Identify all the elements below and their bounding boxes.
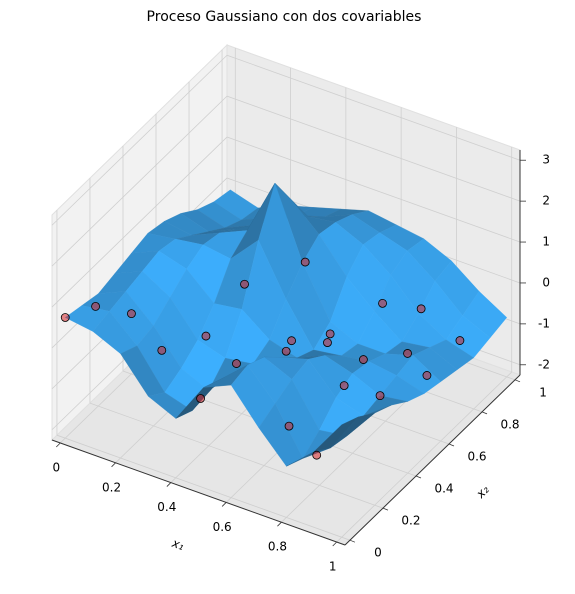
y-tick-label: 1 <box>539 385 547 399</box>
data-point <box>312 450 322 460</box>
data-point <box>284 421 294 431</box>
tick-mark <box>514 379 521 383</box>
y-axis-label: x₂ <box>473 482 492 501</box>
x-tick-label: 0 <box>52 460 60 474</box>
tick-mark <box>277 521 282 527</box>
x-tick-label: 0.8 <box>268 540 287 554</box>
grid-line <box>226 54 521 161</box>
data-point <box>240 279 249 289</box>
y-tick-label: 0.2 <box>401 514 420 528</box>
tick-mark <box>415 475 422 479</box>
grid-line <box>51 136 228 308</box>
tick-mark <box>166 482 172 487</box>
x-tick-label: 0.2 <box>102 480 121 494</box>
data-point <box>422 371 432 380</box>
data-point <box>323 338 332 347</box>
z-tick-label: 3 <box>542 153 550 167</box>
data-point <box>403 349 412 358</box>
tick-mark <box>382 507 389 511</box>
data-point <box>201 331 211 341</box>
y-tick-label: 0.8 <box>500 417 519 431</box>
data-point <box>60 313 70 322</box>
tick-mark <box>56 442 61 448</box>
data-point <box>339 381 349 390</box>
z-tick-label: 0 <box>542 275 550 289</box>
grid-line <box>89 402 384 509</box>
grid-line <box>336 371 512 543</box>
tick-mark <box>332 541 337 547</box>
y-tick-label: 0.6 <box>467 449 486 463</box>
z-tick-label: -2 <box>538 357 550 371</box>
data-point <box>455 336 465 345</box>
y-tick-label: 0 <box>374 546 382 560</box>
data-point <box>157 345 167 355</box>
data-point <box>358 355 368 364</box>
grid-line <box>51 95 228 267</box>
surface-patch <box>313 416 359 453</box>
z-tick-label: 2 <box>542 194 550 208</box>
data-point <box>300 257 310 267</box>
tick-mark <box>221 502 227 507</box>
data-point <box>196 394 205 403</box>
z-tick-label: 1 <box>542 235 550 249</box>
data-point <box>281 346 291 356</box>
tick-mark <box>111 462 116 468</box>
tick-mark <box>349 539 356 543</box>
grid-line <box>226 136 521 243</box>
tick-mark <box>448 443 455 447</box>
x-axis-label: x₁ <box>169 536 186 554</box>
data-point <box>375 391 385 401</box>
grid-line <box>226 95 521 202</box>
tick-mark <box>481 411 488 415</box>
grid-line <box>56 434 351 541</box>
data-point <box>287 336 296 346</box>
z-tick-label: -1 <box>538 316 550 330</box>
y-tick-label: 0.4 <box>434 482 453 496</box>
axis-line <box>344 374 521 546</box>
x-tick-label: 0.4 <box>157 500 176 514</box>
x-tick-label: 0.6 <box>213 520 232 534</box>
data-point <box>232 359 241 368</box>
data-point <box>416 304 426 314</box>
data-point <box>127 309 136 319</box>
data-point <box>325 329 335 339</box>
data-point <box>91 301 100 311</box>
data-point <box>378 298 387 308</box>
x-tick-label: 1 <box>329 560 337 574</box>
grid-line <box>51 54 228 226</box>
axis-line <box>51 439 346 546</box>
chart-title: Proceso Gaussiano con dos covariables <box>147 9 422 25</box>
